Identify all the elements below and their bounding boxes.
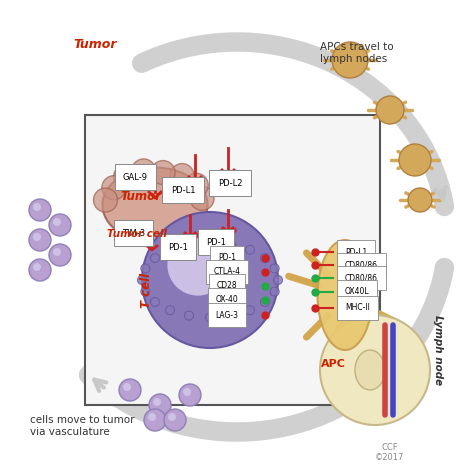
Circle shape	[151, 161, 175, 184]
Text: CTLA-4: CTLA-4	[213, 267, 240, 276]
Text: PD-1: PD-1	[168, 243, 188, 252]
Circle shape	[33, 263, 41, 271]
Text: GAL-9: GAL-9	[123, 173, 148, 182]
Circle shape	[119, 379, 141, 401]
Circle shape	[148, 413, 156, 421]
Circle shape	[53, 218, 61, 226]
Ellipse shape	[355, 350, 385, 390]
Circle shape	[184, 240, 193, 249]
Circle shape	[141, 287, 150, 296]
Circle shape	[141, 264, 150, 273]
Circle shape	[270, 287, 279, 296]
Ellipse shape	[318, 240, 373, 350]
Circle shape	[227, 311, 236, 320]
Circle shape	[142, 212, 278, 348]
Circle shape	[149, 394, 171, 416]
Circle shape	[399, 144, 431, 176]
Circle shape	[49, 214, 71, 236]
Circle shape	[102, 176, 126, 200]
Circle shape	[183, 388, 191, 396]
Circle shape	[164, 409, 186, 431]
Text: OX40L: OX40L	[345, 288, 370, 297]
Circle shape	[270, 264, 279, 273]
Text: PD-1: PD-1	[218, 254, 236, 263]
Circle shape	[33, 233, 41, 241]
Text: T cell: T cell	[140, 273, 153, 308]
Circle shape	[273, 275, 283, 284]
Circle shape	[167, 235, 228, 296]
Text: Tumor: Tumor	[120, 190, 161, 203]
Circle shape	[246, 245, 255, 254]
Text: Tumor: Tumor	[73, 38, 117, 51]
Text: PD-L1: PD-L1	[171, 185, 195, 194]
Text: APC: APC	[320, 359, 346, 369]
Circle shape	[165, 245, 174, 254]
Circle shape	[132, 159, 155, 183]
Circle shape	[184, 311, 193, 320]
Circle shape	[179, 384, 201, 406]
Text: LAG-3: LAG-3	[216, 310, 238, 319]
Circle shape	[206, 313, 215, 322]
Text: Lymph node: Lymph node	[433, 315, 443, 385]
Circle shape	[376, 96, 404, 124]
Text: MHC-II: MHC-II	[345, 303, 370, 312]
Circle shape	[137, 275, 146, 284]
Text: PD-1: PD-1	[206, 237, 226, 246]
Text: CD80/86: CD80/86	[345, 261, 378, 270]
Circle shape	[29, 199, 51, 221]
Circle shape	[408, 188, 432, 212]
Ellipse shape	[102, 167, 208, 243]
Text: CCF
©2017: CCF ©2017	[375, 443, 405, 462]
Circle shape	[261, 254, 270, 263]
Circle shape	[206, 238, 215, 247]
Circle shape	[144, 409, 166, 431]
Circle shape	[170, 164, 194, 188]
Circle shape	[150, 254, 159, 263]
Circle shape	[93, 188, 118, 212]
Text: Tumor cell: Tumor cell	[107, 229, 167, 239]
Text: CD28: CD28	[217, 282, 237, 291]
Circle shape	[332, 42, 368, 78]
Circle shape	[168, 413, 176, 421]
Circle shape	[33, 203, 41, 211]
Circle shape	[49, 244, 71, 266]
Circle shape	[53, 248, 61, 256]
Text: CD80/86: CD80/86	[345, 273, 378, 283]
Circle shape	[190, 186, 214, 210]
Circle shape	[165, 306, 174, 315]
Circle shape	[123, 383, 131, 391]
Text: PD-L1: PD-L1	[345, 247, 367, 256]
Circle shape	[29, 229, 51, 251]
FancyBboxPatch shape	[85, 115, 380, 405]
Circle shape	[227, 240, 236, 249]
Circle shape	[29, 259, 51, 281]
Circle shape	[150, 298, 159, 307]
Text: PD-L2: PD-L2	[218, 179, 242, 188]
Circle shape	[153, 398, 161, 406]
Circle shape	[114, 164, 137, 189]
Circle shape	[320, 315, 430, 425]
Circle shape	[261, 298, 270, 307]
Circle shape	[184, 173, 208, 197]
Text: cells move to tumor
via vasculature: cells move to tumor via vasculature	[30, 415, 135, 437]
Text: APCs travel to
lymph nodes: APCs travel to lymph nodes	[320, 42, 393, 64]
Circle shape	[246, 306, 255, 315]
Text: TIM-3: TIM-3	[122, 228, 145, 237]
Text: OX-40: OX-40	[216, 295, 238, 304]
